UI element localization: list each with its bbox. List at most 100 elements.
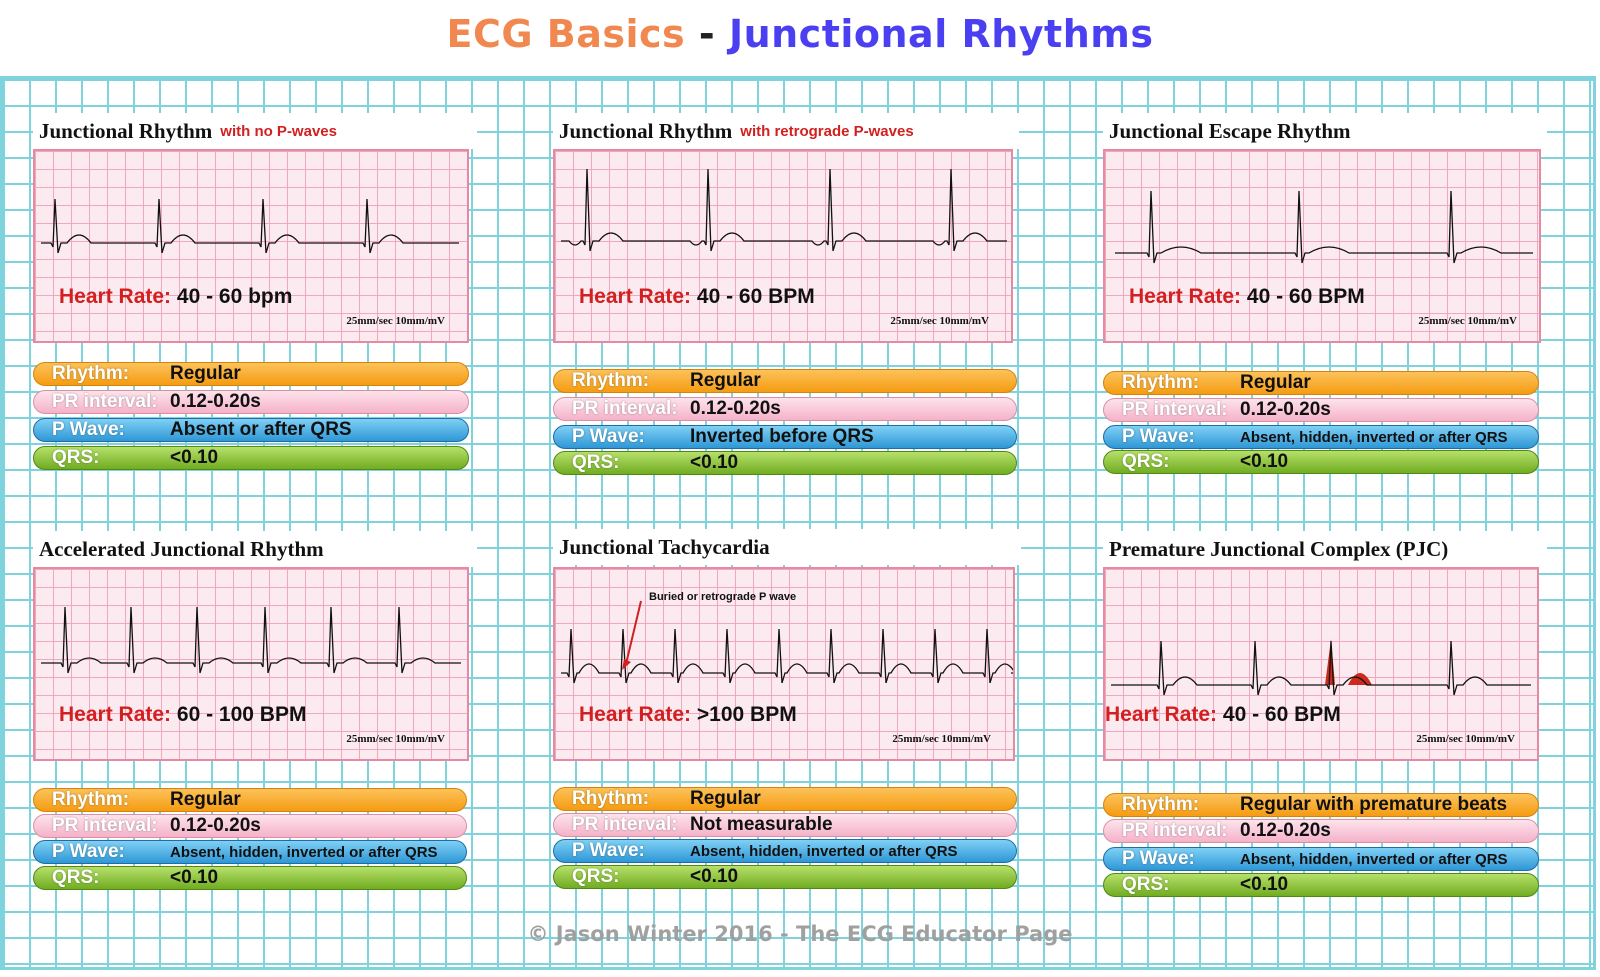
ecg-trace — [561, 600, 1013, 684]
page-title: ECG Basics - Junctional Rhythms — [0, 12, 1600, 56]
copyright-credit: © Jason Winter 2016 - The ECG Educator P… — [527, 922, 1073, 946]
ecg-trace-line — [1115, 190, 1533, 264]
ecg-strip: Heart Rate: 40 - 60 BPM 25mm/sec 10mm/mV — [553, 149, 1013, 343]
ecg-trace-line — [41, 198, 459, 254]
pr-interval-value: 0.12-0.20s — [1240, 399, 1331, 420]
p-wave-value: Absent, hidden, inverted or after QRS — [1240, 428, 1508, 446]
pr-interval-row: PR interval: 0.12-0.20s — [1103, 819, 1539, 843]
rhythm-row: Rhythm: Regular — [1103, 371, 1539, 395]
paper-speed: 25mm/sec 10mm/mV — [1416, 733, 1515, 745]
panel-title: Junctional Rhythm — [39, 118, 213, 143]
ecg-trace — [1111, 639, 1531, 696]
ecg-strip: Heart Rate: 40 - 60 BPM 25mm/sec 10mm/mV — [1103, 149, 1541, 343]
pr-interval-row: PR interval: 0.12-0.20s — [553, 397, 1017, 421]
title-part-1: ECG Basics — [446, 12, 686, 56]
heart-rate-value: 40 - 60 bpm — [176, 285, 293, 308]
ecg-strip: Heart Rate: 60 - 100 BPM 25mm/sec 10mm/m… — [33, 567, 469, 761]
annotation-arrow — [625, 600, 642, 665]
rhythm-value: Regular — [170, 363, 241, 384]
rhythm-label: Rhythm: — [1122, 794, 1200, 815]
ecg-trace — [1115, 190, 1533, 264]
pr-interval-value: 0.12-0.20s — [690, 398, 781, 419]
qrs-value: <0.10 — [690, 866, 739, 887]
rhythm-label: Rhythm: — [52, 363, 130, 384]
qrs-value: <0.10 — [690, 452, 739, 473]
panel-title: Premature Junctional Complex (PJC) — [1109, 536, 1449, 561]
panel-title: Accelerated Junctional Rhythm — [39, 536, 324, 561]
panel-header: Junctional Rhythm with no P-waves — [33, 113, 477, 149]
qrs-label: QRS: — [1122, 874, 1170, 895]
p-wave-label: P Wave: — [52, 419, 125, 440]
pr-interval-row: PR interval: 0.12-0.20s — [1103, 398, 1539, 422]
ecg-strip: Heart Rate: 40 - 60 bpm 25mm/sec 10mm/mV — [33, 149, 469, 343]
heart-rate-label: Heart Rate: — [59, 703, 172, 726]
qrs-label: QRS: — [52, 867, 100, 888]
heart-rate-label: Heart Rate: — [59, 285, 172, 308]
qrs-value: <0.10 — [170, 447, 219, 468]
paper-speed: 25mm/sec 10mm/mV — [346, 733, 445, 745]
ecg-trace-line — [41, 606, 461, 674]
qrs-value: <0.10 — [170, 867, 219, 888]
rhythm-value: Regular — [170, 789, 241, 810]
panel-header: Premature Junctional Complex (PJC) — [1103, 531, 1547, 567]
pr-interval-value: 0.12-0.20s — [170, 815, 261, 836]
p-wave-value: Absent, hidden, inverted or after QRS — [690, 842, 958, 860]
rhythm-label: Rhythm: — [52, 789, 130, 810]
heart-rate: Heart Rate: 40 - 60 BPM — [1105, 703, 1341, 727]
qrs-row: QRS: <0.10 — [1103, 450, 1539, 474]
p-wave-value: Absent or after QRS — [170, 419, 352, 440]
paper-speed: 25mm/sec 10mm/mV — [1418, 315, 1517, 327]
rhythm-value: Regular — [690, 788, 761, 809]
ecg-trace — [41, 198, 459, 254]
pr-interval-row: PR interval: 0.12-0.20s — [33, 390, 469, 414]
ecg-trace-line — [1111, 640, 1531, 696]
paper-speed: 25mm/sec 10mm/mV — [890, 315, 989, 327]
qrs-label: QRS: — [572, 866, 620, 887]
qrs-value: <0.10 — [1240, 874, 1289, 895]
p-wave-row: P Wave: Absent or after QRS — [33, 418, 469, 442]
pr-interval-value: Not measurable — [690, 814, 833, 835]
panel-title: Junctional Rhythm — [559, 118, 733, 143]
pr-interval-label: PR interval: — [52, 391, 158, 412]
pr-interval-label: PR interval: — [1122, 820, 1228, 841]
annotation-label: Buried or retrograde P wave — [649, 591, 797, 603]
ecg-trace — [561, 168, 1007, 252]
pr-interval-value: 0.12-0.20s — [170, 391, 261, 412]
qrs-row: QRS: <0.10 — [1103, 873, 1539, 897]
rhythm-row: Rhythm: Regular — [553, 787, 1017, 811]
panel-header: Junctional Escape Rhythm — [1103, 113, 1547, 149]
pr-interval-label: PR interval: — [572, 398, 678, 419]
p-wave-row: P Wave: Absent, hidden, inverted or after… — [1103, 425, 1539, 449]
rhythm-label: Rhythm: — [572, 788, 650, 809]
p-wave-row: P Wave: Absent, hidden, inverted or after… — [553, 839, 1017, 863]
pjc-highlight — [1325, 639, 1372, 685]
qrs-label: QRS: — [572, 452, 620, 473]
qrs-row: QRS: <0.10 — [33, 866, 467, 890]
heart-rate-label: Heart Rate: — [579, 703, 692, 726]
rhythm-value: Regular — [1240, 372, 1311, 393]
heart-rate: Heart Rate: >100 BPM — [579, 703, 797, 727]
paper-speed: 25mm/sec 10mm/mV — [892, 733, 991, 745]
heart-rate: Heart Rate: 60 - 100 BPM — [59, 703, 306, 727]
panel-header: Junctional Tachycardia — [553, 529, 1021, 565]
pr-interval-row: PR interval: Not measurable — [553, 813, 1017, 837]
pr-interval-label: PR interval: — [52, 815, 158, 836]
arrow-head-icon — [622, 659, 631, 670]
panel-subtitle: with retrograde P-waves — [740, 122, 914, 140]
p-wave-row: P Wave: Absent, hidden, inverted or after… — [1103, 847, 1539, 871]
panel-subtitle: with no P-waves — [220, 122, 337, 140]
grid-board: Junctional Rhythm with no P-waves Heart R… — [0, 76, 1596, 970]
heart-rate: Heart Rate: 40 - 60 BPM — [579, 285, 815, 309]
p-wave-value: Absent, hidden, inverted or after QRS — [1240, 850, 1508, 868]
pr-interval-row: PR interval: 0.12-0.20s — [33, 814, 467, 838]
pr-interval-label: PR interval: — [1122, 399, 1228, 420]
rhythm-label: Rhythm: — [1122, 372, 1200, 393]
heart-rate-label: Heart Rate: — [579, 285, 692, 308]
p-wave-label: P Wave: — [52, 841, 125, 862]
rhythm-row: Rhythm: Regular with premature beats — [1103, 793, 1539, 817]
heart-rate-label: Heart Rate: — [1105, 703, 1218, 726]
title-part-2: Junctional Rhythms — [728, 12, 1154, 56]
heart-rate: Heart Rate: 40 - 60 bpm — [59, 285, 292, 309]
heart-rate-value: 60 - 100 BPM — [176, 703, 307, 726]
title-separator: - — [698, 12, 716, 56]
